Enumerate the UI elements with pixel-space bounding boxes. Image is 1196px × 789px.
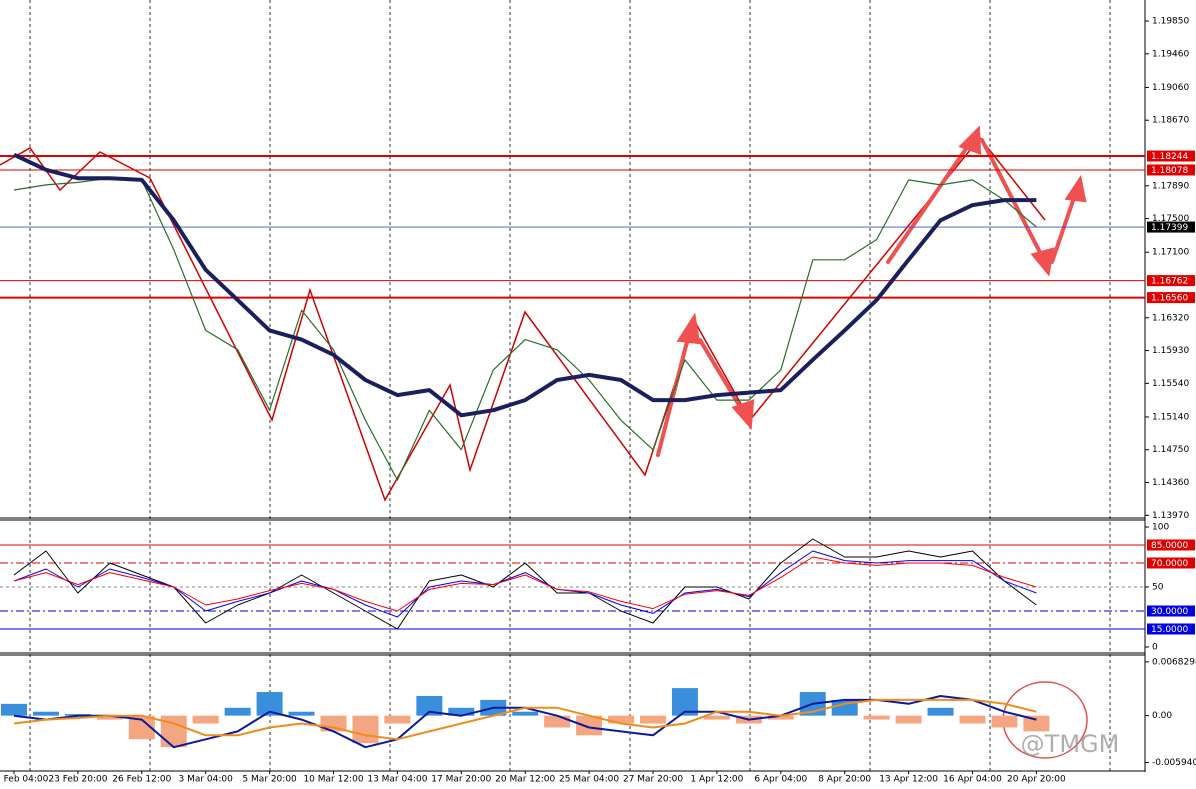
histogram-bar: [1023, 715, 1050, 732]
level-label-box: [1147, 150, 1195, 162]
arrows: [656, 125, 1087, 457]
x-tick-label: 20 Apr 20:00: [1007, 775, 1066, 785]
x-tick-label: 13 Mar 04:00: [367, 775, 427, 785]
histogram-bar: [703, 715, 730, 720]
y-tick-label: 1.19060: [1152, 83, 1189, 93]
histogram-bar: [863, 715, 890, 720]
x-tick-label: 13 Apr 12:00: [879, 775, 938, 785]
level-label-box: [1147, 292, 1195, 304]
histogram-bar: [192, 715, 219, 724]
y-tick-label: 1.18670: [1152, 116, 1189, 126]
histogram-bar: [224, 707, 251, 716]
histogram-bar: [288, 711, 315, 716]
x-tick-label: 25 Mar 04:00: [559, 775, 619, 785]
histogram-bar: [32, 711, 59, 716]
y-tick-label: 1.15140: [1152, 412, 1189, 422]
histogram-bar: [608, 715, 635, 724]
y-tick-label: 1.14750: [1152, 445, 1189, 455]
histogram-bar: [384, 715, 411, 724]
level-label-box: [1147, 275, 1195, 287]
series-line: [13, 698, 1037, 741]
x-tick-label: 10 Mar 12:00: [303, 775, 363, 785]
x-tick-label: 8 Apr 20:00: [818, 775, 871, 785]
level-label-box: [1147, 164, 1195, 176]
level-label: 85.0000: [1151, 541, 1188, 551]
histogram-bar: [895, 715, 922, 724]
level-label: 70.0000: [1151, 559, 1188, 569]
histogram-bar: [544, 715, 571, 728]
x-tick-label: 27 Mar 20:00: [623, 775, 683, 785]
y-tick-label: 1.19460: [1152, 49, 1189, 59]
histogram-bar: [927, 707, 954, 716]
histogram-bar: [767, 715, 794, 720]
series-line: [13, 538, 1037, 630]
x-tick-label: 16 Apr 04:00: [943, 775, 1002, 785]
series-line: [13, 550, 1037, 618]
series-line: [13, 152, 1037, 418]
level-label-box: [1147, 557, 1195, 569]
y-tick-label: 1.15540: [1152, 379, 1189, 389]
level-label: 1.16560: [1151, 294, 1188, 304]
histogram-bar: [991, 715, 1018, 728]
y-tick-label: 1.13970: [1152, 511, 1189, 521]
y-tick-label: 0: [1152, 643, 1158, 653]
x-tick-label: 1 Apr 12:00: [690, 775, 743, 785]
level-label: 1.18244: [1151, 152, 1188, 162]
histogram-bar: [416, 695, 443, 716]
y-tick-label: 1.17890: [1152, 181, 1189, 191]
y-tick-label: 1.17100: [1152, 248, 1189, 258]
series-line: [13, 177, 1037, 481]
y-tick-label: 1.16320: [1152, 313, 1189, 323]
x-tick-label: Feb 04:00: [4, 775, 49, 785]
y-tick-label: 1.14360: [1152, 478, 1189, 488]
zigzag: [0, 136, 1046, 502]
series-line: [13, 556, 1037, 612]
panel-frame: [0, 0, 1146, 772]
histogram-bar: [640, 715, 666, 724]
y-tick-label: 50: [1152, 583, 1164, 593]
x-tick-label: 3 Mar 04:00: [179, 775, 234, 785]
level-label-box: [1147, 605, 1195, 617]
level-label: 30.0000: [1151, 607, 1188, 617]
y-tick-label: 100: [1152, 523, 1169, 533]
x-tick-label: 23 Feb 20:00: [48, 775, 107, 785]
histogram-bar: [96, 715, 123, 720]
histogram-bar: [576, 715, 603, 736]
x-tick-label: 20 Mar 12:00: [495, 775, 555, 785]
histogram-bar: [1, 703, 27, 716]
histogram-bar: [256, 692, 283, 716]
y-tick-label: 1.19850: [1152, 17, 1189, 27]
x-tick-label: 17 Mar 20:00: [431, 775, 491, 785]
y-tick-label: 0.0068298: [1152, 657, 1196, 667]
level-label: 1.17399: [1151, 223, 1188, 233]
histogram-bar: [512, 711, 539, 716]
x-tick-label: 6 Apr 04:00: [754, 775, 807, 785]
x-tick-label: 5 Mar 20:00: [242, 775, 297, 785]
y-tick-label: 1.15930: [1152, 346, 1189, 356]
level-label-box: [1147, 539, 1195, 551]
histogram-bar: [128, 715, 155, 740]
histogram-bar: [448, 707, 475, 716]
x-tick-label: 26 Feb 12:00: [112, 775, 171, 785]
level-label-box: [1147, 623, 1195, 635]
y-tick-label: -0.0059409: [1152, 758, 1196, 768]
watermark: @TMGM: [1021, 730, 1120, 758]
histogram-bar: [352, 715, 379, 744]
y-tick-label: 1.17500: [1152, 214, 1189, 224]
level-label: 1.16762: [1151, 277, 1188, 287]
histogram-bar: [959, 715, 986, 724]
y-tick-label: 0.00: [1152, 711, 1172, 721]
level-label: 1.18078: [1151, 166, 1188, 176]
level-label: 15.0000: [1151, 625, 1188, 635]
level-label-box: [1147, 221, 1195, 233]
